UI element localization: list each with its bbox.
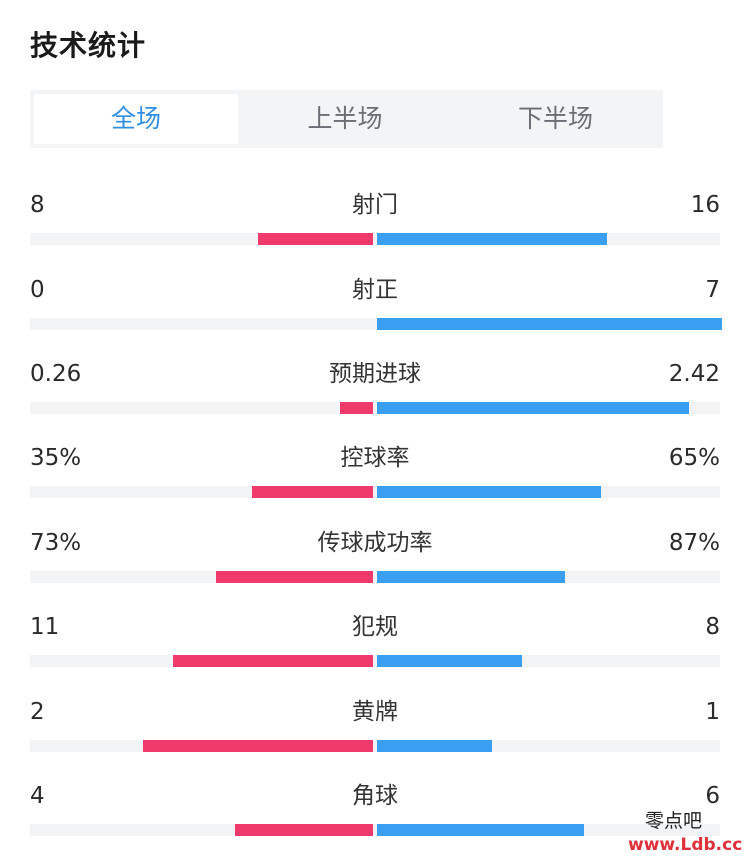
watermark-url: www.Ldb.cc [628,835,743,855]
page-title: 技术统计 [30,29,147,62]
away-bar [377,486,602,498]
stat-bar-track [30,740,720,752]
away-value: 87% [668,530,720,556]
home-value: 35% [30,445,82,471]
away-bar [377,233,607,245]
stat-label: 控球率 [340,445,410,471]
stat-row-pass-accuracy: 73% 传球成功率 87% [0,528,750,612]
home-bar [258,233,373,245]
stat-label: 预期进球 [329,361,421,387]
away-bar [377,740,492,752]
home-bar [215,571,373,583]
stat-label: 角球 [352,783,398,809]
stat-row-yellow-cards: 2 黄牌 1 [0,697,750,781]
stat-label: 传球成功率 [317,530,433,556]
stat-row-shots-on-target: 0 射正 7 [0,275,750,359]
away-value: 7 [705,277,720,303]
stat-row-fouls: 11 犯规 8 [0,612,750,696]
tab-full-match[interactable]: 全场 [34,94,238,144]
stat-row-shots: 8 射门 16 [0,190,750,274]
away-bar [377,655,523,667]
home-bar [173,655,373,667]
stat-row-possession: 35% 控球率 65% [0,443,750,527]
away-value: 6 [705,783,720,809]
tab-second-half[interactable]: 下半场 [517,104,593,133]
home-bar [252,486,373,498]
home-value: 2 [30,699,45,725]
stat-bar-track [30,486,720,498]
away-value: 8 [705,614,720,640]
watermark-logo-text: 零点吧 [645,810,703,832]
home-value: 73% [30,530,82,556]
tab-first-half[interactable]: 上半场 [307,104,383,133]
stat-bar-track [30,824,720,836]
stat-label: 射正 [352,277,398,303]
stat-row-corners: 4 角球 6 [0,781,750,865]
stat-label: 犯规 [352,614,398,640]
stat-bar-track [30,318,722,330]
stat-bar-track [30,571,720,583]
away-value: 65% [668,445,720,471]
home-value: 0 [30,277,45,303]
home-value: 8 [30,192,45,218]
stat-label: 射门 [352,192,398,218]
home-bar [339,402,373,414]
period-tabs: 全场 上半场 下半场 [30,90,663,148]
away-bar [377,824,584,836]
away-bar [377,402,689,414]
stat-bar-track [30,655,720,667]
away-value: 2.42 [668,361,720,387]
stat-row-expected-goals: 0.26 预期进球 2.42 [0,359,750,443]
stat-bar-track [30,402,720,414]
away-value: 1 [705,699,720,725]
home-bar [235,824,373,836]
stat-bar-track [30,233,720,245]
home-value: 0.26 [30,361,82,387]
home-bar [143,740,373,752]
home-value: 11 [30,614,60,640]
away-bar [377,318,722,330]
home-value: 4 [30,783,45,809]
stat-label: 黄牌 [352,699,398,725]
away-bar [377,571,565,583]
away-value: 16 [690,192,720,218]
